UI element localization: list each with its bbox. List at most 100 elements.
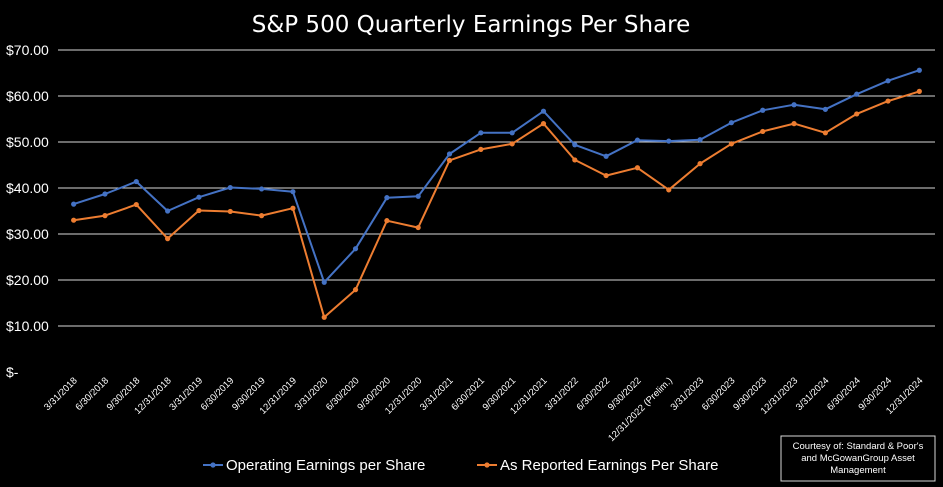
y-tick-label: $50.00	[6, 134, 49, 150]
data-point	[258, 186, 265, 192]
data-point	[478, 130, 484, 136]
x-tick-label: 3/31/2022	[543, 375, 581, 413]
data-point	[478, 146, 484, 152]
data-point	[603, 172, 609, 179]
data-point	[916, 67, 922, 73]
series-line	[73, 69, 920, 284]
legend: Operating Earnings per Share As Reported…	[203, 457, 718, 474]
data-point	[885, 98, 891, 104]
x-tick-label: 6/30/2022	[575, 375, 613, 413]
x-tick-label: 6/30/2019	[199, 375, 237, 413]
y-tick-label: $-	[6, 364, 19, 380]
data-point	[102, 213, 108, 219]
data-point	[822, 106, 828, 112]
data-point	[697, 161, 703, 167]
x-tick-label: 6/30/2020	[324, 375, 362, 413]
data-point	[540, 121, 547, 127]
data-point	[258, 213, 265, 219]
data-point	[822, 130, 828, 136]
data-point	[71, 201, 77, 207]
data-point	[71, 217, 77, 223]
data-point	[760, 128, 766, 135]
y-tick-label: $60.00	[6, 88, 49, 104]
data-point	[540, 108, 547, 114]
legend-label-operating: Operating Earnings per Share	[226, 457, 425, 474]
data-point	[509, 130, 515, 136]
credit-text: Courtesy of: Standard & Poor's and McGowa…	[793, 441, 924, 476]
data-point	[885, 78, 891, 84]
x-tick-label: 3/31/2019	[167, 375, 205, 413]
credit-box	[780, 435, 936, 482]
legend-label-as-reported: As Reported Earnings Per Share	[500, 457, 718, 474]
series-line	[73, 90, 920, 319]
gridlines	[58, 49, 935, 327]
x-tick-label: 3/31/2024	[794, 375, 832, 413]
data-point	[352, 287, 359, 293]
credit-annotation: Courtesy of: Standard & Poor's and McGowa…	[780, 435, 936, 482]
data-point	[321, 279, 327, 285]
data-point	[760, 107, 766, 113]
credit-line: Courtesy of: Standard & Poor's	[793, 441, 924, 452]
data-point	[916, 88, 922, 94]
chart-title: S&P 500 Quarterly Earnings Per Share	[252, 12, 691, 38]
x-tick-label: 3/31/2021	[418, 375, 456, 413]
data-point	[352, 246, 359, 252]
y-tick-label: $10.00	[6, 318, 49, 334]
y-tick-label: $40.00	[6, 180, 49, 196]
data-point	[572, 142, 578, 148]
x-tick-label: 6/30/2024	[825, 375, 863, 413]
data-point	[666, 187, 672, 193]
x-tick-label: 3/31/2018	[42, 375, 80, 413]
data-point	[791, 102, 797, 108]
data-point	[666, 138, 672, 144]
data-point	[196, 207, 202, 214]
data-point	[446, 151, 453, 157]
data-point	[133, 178, 139, 185]
data-point	[290, 189, 296, 195]
legend-marker-operating	[210, 462, 216, 468]
y-tick-label: $20.00	[6, 272, 49, 288]
x-tick-label: 6/30/2018	[73, 375, 111, 413]
data-point	[603, 153, 609, 159]
x-tick-label: 3/31/2023	[669, 375, 707, 413]
data-point	[165, 236, 171, 242]
data-point	[102, 191, 108, 197]
data-point	[634, 137, 641, 143]
data-point	[791, 121, 797, 127]
x-axis-ticks: 3/31/20186/30/20189/30/201812/31/20183/3…	[42, 375, 925, 444]
series-0	[71, 67, 922, 285]
x-tick-label: 3/31/2020	[293, 375, 331, 413]
series-1	[71, 88, 922, 320]
data-point	[509, 141, 515, 147]
y-tick-label: $70.00	[6, 42, 49, 58]
data-point	[728, 120, 735, 126]
data-point	[133, 201, 139, 208]
data-point	[384, 195, 390, 201]
legend-marker-as-reported	[484, 462, 490, 468]
data-point	[854, 91, 860, 97]
data-point	[854, 111, 860, 117]
data-point	[227, 208, 233, 215]
data-point	[290, 205, 296, 211]
x-tick-label: 6/30/2023	[700, 375, 738, 413]
y-tick-label: $30.00	[6, 226, 49, 242]
data-point	[196, 194, 202, 200]
data-point	[634, 165, 641, 171]
series-lines	[71, 67, 922, 320]
data-point	[697, 137, 703, 143]
data-point	[384, 218, 390, 224]
data-point	[728, 141, 735, 147]
x-tick-label: 6/30/2021	[449, 375, 487, 413]
data-point	[446, 157, 453, 163]
y-axis-ticks: $- $10.00 $20.00 $30.00 $40.00 $50.00 $60.00 $7…	[6, 42, 49, 380]
data-point	[415, 224, 421, 231]
credit-line: Management	[830, 465, 886, 476]
data-point	[321, 314, 327, 320]
data-point	[227, 184, 233, 191]
data-point	[165, 208, 171, 214]
data-point	[572, 157, 578, 163]
data-point	[415, 193, 421, 199]
credit-line: and McGowanGroup Asset	[801, 453, 915, 464]
